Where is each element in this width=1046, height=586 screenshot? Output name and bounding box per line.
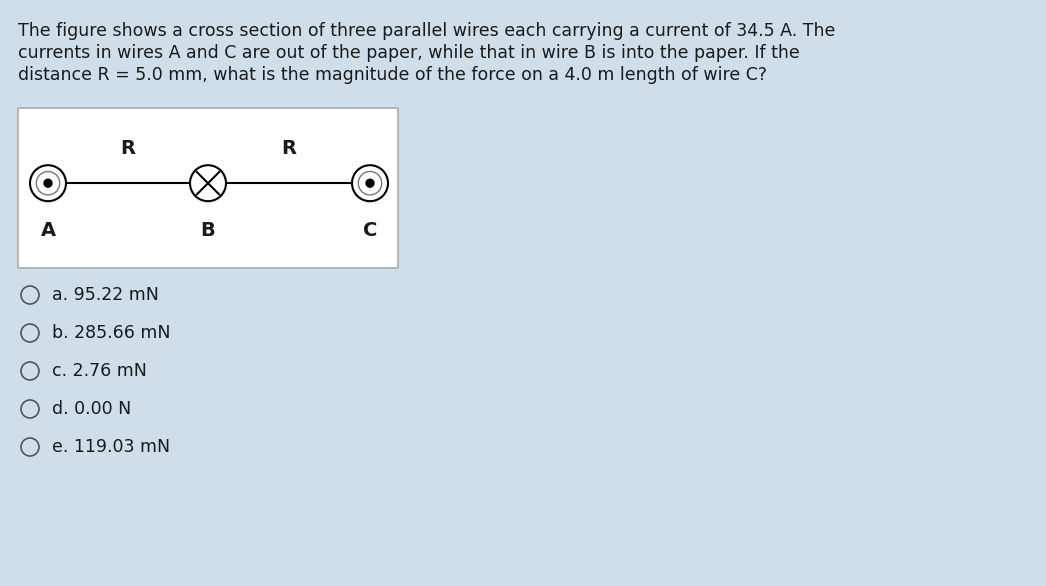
Circle shape [30, 165, 66, 201]
Circle shape [21, 438, 39, 456]
Circle shape [21, 286, 39, 304]
Text: b. 285.66 mN: b. 285.66 mN [52, 324, 170, 342]
Bar [18, 108, 397, 268]
Circle shape [21, 400, 39, 418]
Text: R: R [120, 139, 136, 158]
Text: currents in wires A and C are out of the paper, while that in wire B is into the: currents in wires A and C are out of the… [18, 44, 800, 62]
Text: d. 0.00 N: d. 0.00 N [52, 400, 131, 418]
Text: c. 2.76 mN: c. 2.76 mN [52, 362, 146, 380]
Circle shape [21, 362, 39, 380]
Text: R: R [281, 139, 296, 158]
Circle shape [44, 179, 52, 187]
Circle shape [21, 324, 39, 342]
Text: A: A [41, 221, 55, 240]
Circle shape [190, 165, 226, 201]
Text: e. 119.03 mN: e. 119.03 mN [52, 438, 170, 456]
Text: The figure shows a cross section of three parallel wires each carrying a current: The figure shows a cross section of thre… [18, 22, 836, 40]
Text: B: B [201, 221, 215, 240]
Text: distance R = 5.0 mm, what is the magnitude of the force on a 4.0 m length of wir: distance R = 5.0 mm, what is the magnitu… [18, 66, 767, 84]
Circle shape [366, 179, 374, 187]
Text: C: C [363, 221, 378, 240]
Text: a. 95.22 mN: a. 95.22 mN [52, 286, 159, 304]
Circle shape [353, 165, 388, 201]
